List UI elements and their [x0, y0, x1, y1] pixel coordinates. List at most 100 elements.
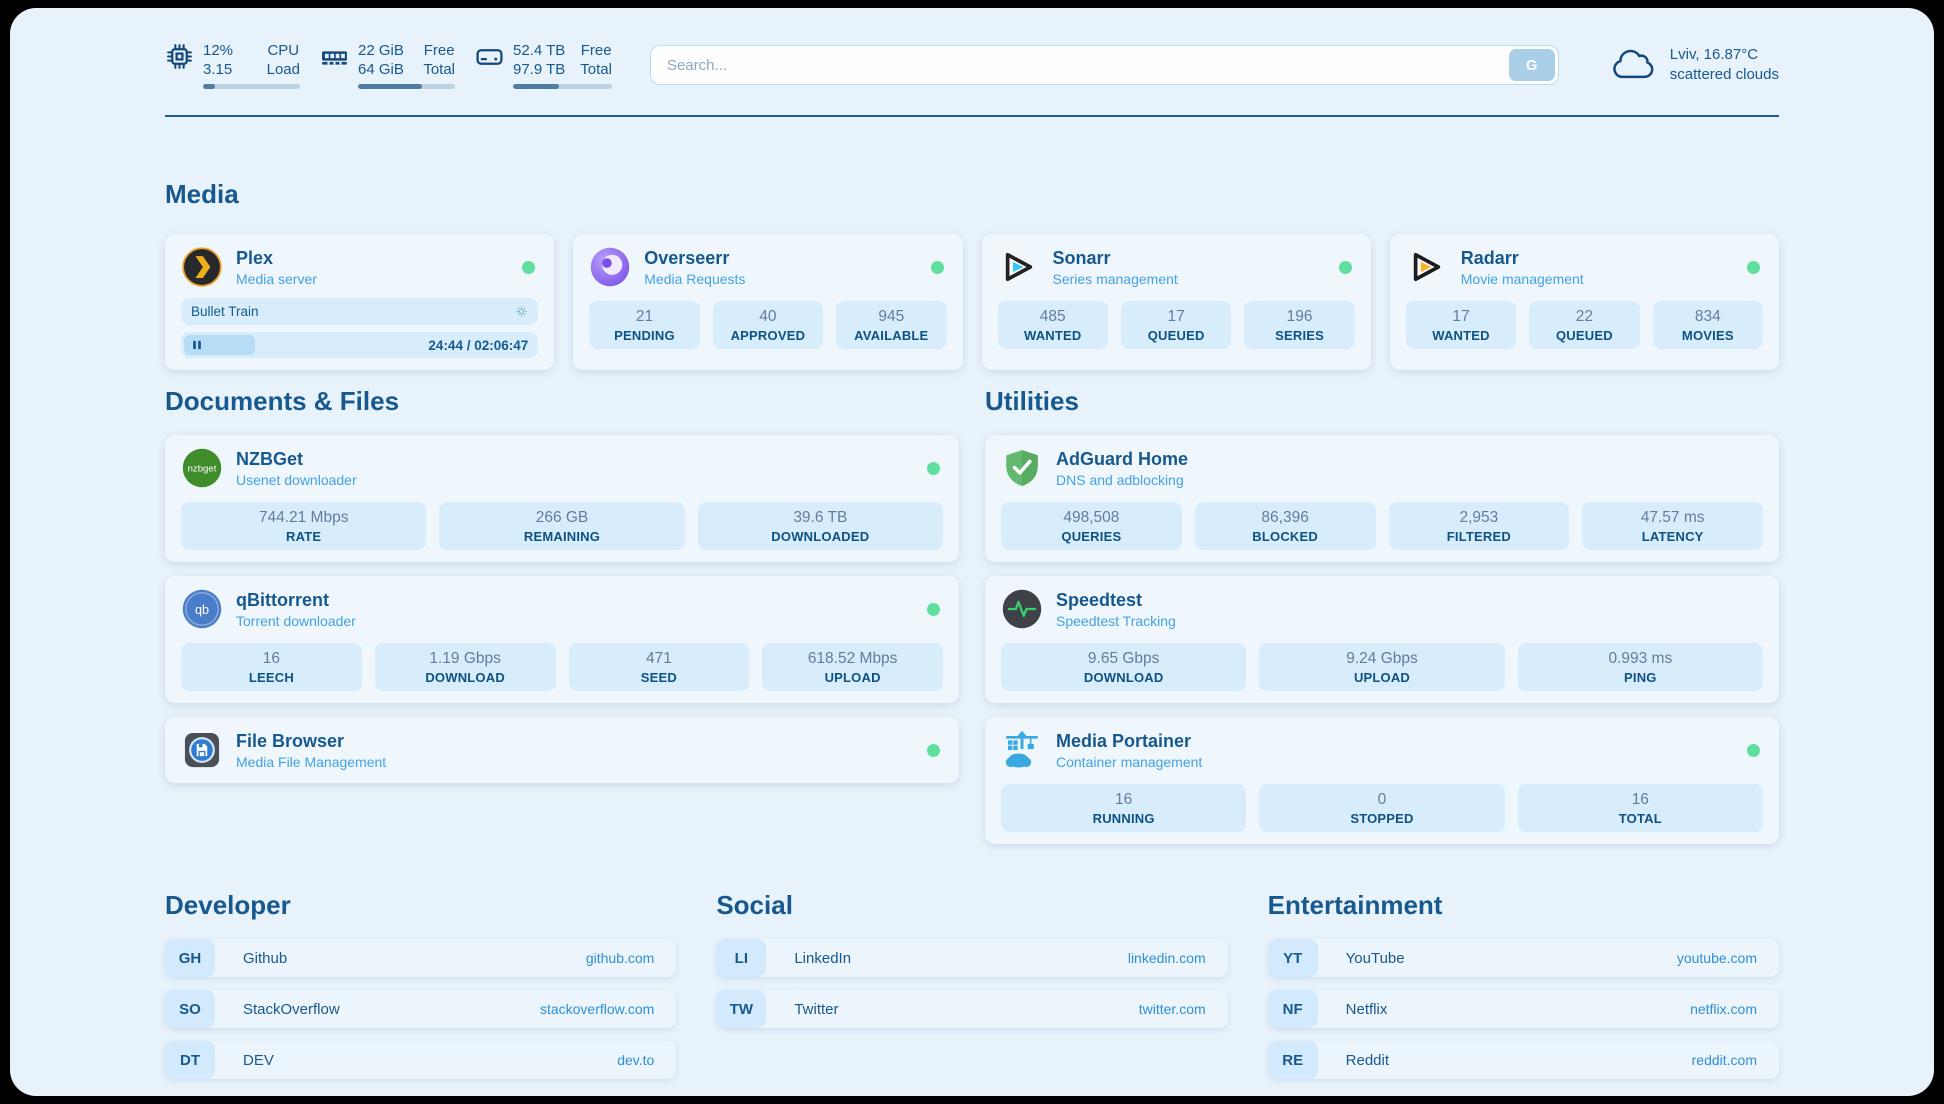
app-card-qbittorrent[interactable]: qb qBittorrent Torrent downloader 16 LEE…	[165, 576, 959, 703]
stat-value: 22	[1575, 307, 1593, 325]
dashboard: 12% 3.15 CPU Load	[10, 8, 1934, 1096]
bookmark-name: Reddit	[1345, 1051, 1390, 1069]
app-card-plex[interactable]: Plex Media server Bullet Train	[165, 234, 555, 370]
system-stats: 12% 3.15 CPU Load	[165, 41, 612, 89]
disk-label-bottom: Total	[580, 61, 612, 78]
bookmark-abbr: NF	[1267, 990, 1318, 1028]
bookmark-twitter[interactable]: TW Twitter twitter.com	[716, 990, 1228, 1028]
section-social: Social LI LinkedIn linkedin.com TW Twitt…	[716, 890, 1228, 1028]
bookmark-stackoverflow[interactable]: SO StackOverflow stackoverflow.com	[165, 990, 677, 1028]
stat-value: 17	[1167, 307, 1185, 325]
bookmark-url: reddit.com	[1691, 1052, 1757, 1068]
section-title-utilities: Utilities	[985, 386, 1079, 416]
search-input[interactable]	[649, 45, 1559, 85]
stat-box-rate: 744.21 Mbps RATE	[181, 502, 427, 550]
bookmark-url: netflix.com	[1690, 1001, 1757, 1017]
bookmark-github[interactable]: GH Github github.com	[165, 939, 677, 977]
stats-row: 744.21 Mbps RATE 266 GB REMAINING 39.6 T…	[181, 502, 943, 550]
section-title-social: Social	[716, 890, 793, 920]
stat-box-available: 945 AVAILABLE	[836, 301, 947, 349]
section-entertainment: Entertainment YT YouTube youtube.com NF …	[1267, 890, 1779, 1079]
stats-row: 498,508 QUERIES 86,396 BLOCKED 2,953 FIL…	[1001, 502, 1763, 550]
app-header: Plex Media server	[181, 246, 538, 288]
stat-value: 47.57 ms	[1640, 508, 1705, 526]
bookmark-url: dev.to	[617, 1052, 655, 1068]
gear-icon[interactable]	[514, 304, 529, 319]
app-card-adguard[interactable]: AdGuard Home DNS and adblocking 498,508 …	[985, 435, 1779, 562]
now-playing-title: Bullet Train	[191, 304, 259, 319]
search-provider-button[interactable]: G	[1508, 49, 1555, 81]
app-titles: AdGuard Home DNS and adblocking	[1056, 448, 1188, 489]
app-card-nzbget[interactable]: nzbget NZBGet Usenet downloader 744.21 M…	[165, 435, 959, 562]
stat-value: 1.19 Gbps	[429, 649, 501, 667]
stat-value: 9.24 Gbps	[1346, 649, 1418, 667]
app-header: Speedtest Speedtest Tracking	[1001, 588, 1763, 630]
app-titles: Speedtest Speedtest Tracking	[1056, 589, 1176, 630]
stat-box-ping: 0.993 ms PING	[1517, 643, 1763, 691]
bookmark-youtube[interactable]: YT YouTube youtube.com	[1267, 939, 1779, 977]
app-card-filebrowser[interactable]: File Browser Media File Management	[165, 717, 959, 783]
stat-value: 39.6 TB	[793, 508, 848, 526]
app-card-portainer[interactable]: Media Portainer Container management 16 …	[985, 717, 1779, 844]
stat-label: LATENCY	[1641, 528, 1704, 544]
app-card-radarr[interactable]: Radarr Movie management 17 WANTED 22 QUE…	[1389, 234, 1779, 370]
stat-label: APPROVED	[730, 327, 806, 343]
stat-label: PENDING	[614, 327, 675, 343]
stat-label: BLOCKED	[1252, 528, 1318, 544]
app-description: Usenet downloader	[236, 471, 357, 488]
portainer-icon	[1005, 730, 1038, 768]
bookmark-url: twitter.com	[1138, 1001, 1206, 1017]
bookmark-netflix[interactable]: NF Netflix netflix.com	[1267, 990, 1779, 1028]
stat-box-download: 9.65 Gbps DOWNLOAD	[1001, 643, 1247, 691]
bookmark-reddit[interactable]: RE Reddit reddit.com	[1267, 1041, 1779, 1079]
playback-progress-fill	[184, 335, 256, 355]
status-dot	[1747, 744, 1760, 757]
stat-label: PING	[1624, 669, 1657, 685]
stat-label: TOTAL	[1618, 810, 1662, 826]
stat-box-running: 16 RUNNING	[1001, 784, 1247, 832]
stat-label: LEECH	[248, 669, 294, 685]
overseerr-icon	[591, 247, 630, 287]
entertainment-links: YT YouTube youtube.com NF Netflix netfli…	[1267, 939, 1779, 1079]
app-card-speedtest[interactable]: Speedtest Speedtest Tracking 9.65 Gbps D…	[985, 576, 1779, 703]
bookmark-abbr: TW	[716, 990, 767, 1028]
bookmark-linkedin[interactable]: LI LinkedIn linkedin.com	[716, 939, 1228, 977]
stat-value: 16	[262, 649, 280, 667]
app-description: Series management	[1052, 270, 1178, 287]
app-card-sonarr[interactable]: Sonarr Series management 485 WANTED 17 Q…	[981, 234, 1371, 370]
app-description: Torrent downloader	[236, 612, 356, 629]
ram-total-value: 64 GiB	[358, 61, 404, 78]
app-card-overseerr[interactable]: Overseerr Media Requests 21 PENDING 40 A…	[573, 234, 963, 370]
app-name: AdGuard Home	[1056, 448, 1189, 469]
disk-stat-body: 52.4 TB 97.9 TB Free Total	[513, 41, 612, 89]
stat-box-series: 196 SERIES	[1244, 301, 1355, 349]
stat-value: 196	[1286, 307, 1313, 325]
disk-meter-fill	[513, 84, 559, 89]
stat-value: 40	[759, 307, 777, 325]
stat-label: RUNNING	[1092, 810, 1155, 826]
stat-value: 498,508	[1063, 508, 1120, 526]
stat-label: DOWNLOADED	[771, 528, 870, 544]
playback-progress-bar[interactable]: 24:44 / 02:06:47	[181, 332, 539, 358]
stat-value: 744.21 Mbps	[258, 508, 349, 526]
bookmark-dev[interactable]: DT DEV dev.to	[165, 1041, 677, 1079]
app-name: Speedtest	[1056, 589, 1143, 610]
status-dot	[927, 603, 940, 616]
middle-sections: Documents & Files nzbget NZBGet Usenet d…	[165, 386, 1779, 844]
stats-row: 485 WANTED 17 QUEUED 196 SERIES	[997, 301, 1355, 349]
bookmark-name: Netflix	[1345, 1000, 1388, 1018]
disk-total-value: 97.9 TB	[513, 61, 566, 78]
pause-icon[interactable]	[191, 339, 203, 351]
app-name: qBittorrent	[236, 589, 329, 610]
search-bar: G	[649, 45, 1559, 85]
filebrowser-icon	[184, 732, 220, 768]
cpu-label-top: CPU	[267, 42, 300, 59]
qbittorrent-icon: qb	[182, 589, 222, 629]
cpu-icon	[167, 44, 192, 69]
stats-row: 17 WANTED 22 QUEUED 834 MOVIES	[1405, 301, 1764, 349]
playback-time: 24:44 / 02:06:47	[428, 337, 529, 353]
stat-box-leech: 16 LEECH	[181, 643, 362, 691]
app-name: File Browser	[236, 730, 345, 751]
sonarr-icon	[1005, 252, 1032, 282]
status-dot	[927, 462, 940, 475]
